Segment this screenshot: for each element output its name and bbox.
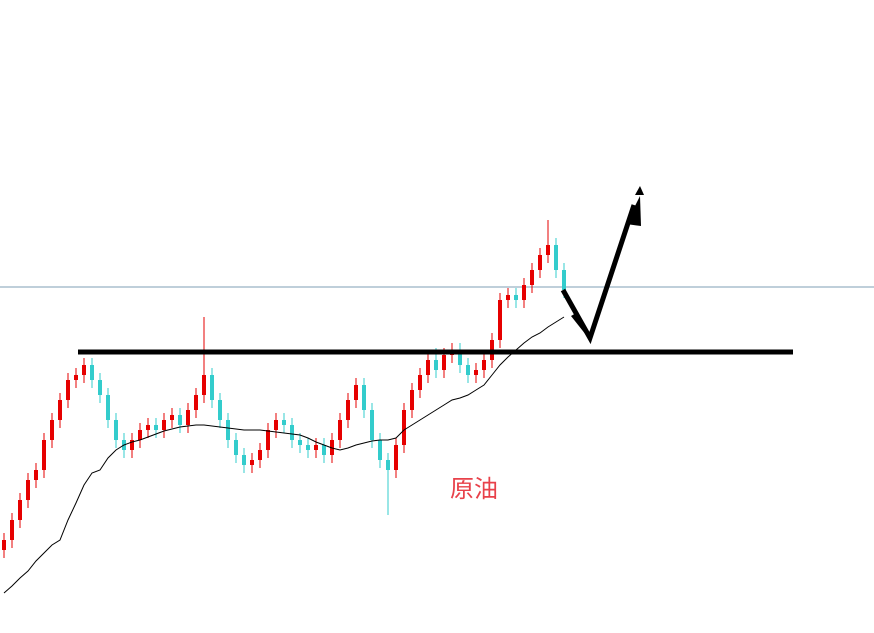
candle-body bbox=[74, 375, 78, 380]
candle-body bbox=[42, 440, 46, 470]
candle-body bbox=[98, 380, 102, 395]
candle-body bbox=[442, 355, 446, 370]
candle-body bbox=[2, 540, 6, 550]
candle-body bbox=[50, 420, 54, 440]
candle-body bbox=[34, 470, 38, 480]
candle-body bbox=[250, 460, 254, 465]
candle-body bbox=[154, 425, 158, 430]
candle-body bbox=[410, 390, 414, 410]
candle-body bbox=[130, 440, 134, 450]
candle-body bbox=[394, 445, 398, 470]
candle-body bbox=[426, 360, 430, 375]
candle-body bbox=[66, 380, 70, 400]
annotation: 原油 bbox=[450, 475, 498, 503]
candle-body bbox=[538, 255, 542, 270]
arrow-head bbox=[626, 196, 641, 226]
candle-body bbox=[458, 350, 462, 365]
candle-body bbox=[114, 420, 118, 440]
candle-body bbox=[386, 460, 390, 470]
arrow-head bbox=[571, 312, 590, 340]
candle-body bbox=[274, 420, 278, 430]
candle-body bbox=[298, 440, 302, 445]
candle-body bbox=[234, 440, 238, 455]
candle-body bbox=[338, 420, 342, 440]
moving-average bbox=[3, 316, 565, 594]
candle-body bbox=[138, 430, 142, 440]
candle-body bbox=[346, 400, 350, 420]
candle-body bbox=[258, 450, 262, 460]
candle-body bbox=[554, 245, 558, 270]
candle-body bbox=[546, 245, 550, 255]
marks bbox=[0, 220, 874, 594]
candle-body bbox=[186, 410, 190, 425]
candle-body bbox=[514, 295, 518, 300]
candle-body bbox=[378, 440, 382, 460]
candle-body bbox=[474, 370, 478, 375]
candle-body bbox=[82, 365, 86, 375]
arrow-tip bbox=[635, 186, 644, 195]
candle-body bbox=[202, 375, 206, 395]
candle-body bbox=[170, 415, 174, 420]
candle-body bbox=[530, 270, 534, 285]
candle-body bbox=[10, 520, 14, 540]
candle-body bbox=[90, 365, 94, 380]
candle-body bbox=[498, 300, 502, 340]
candle-body bbox=[522, 285, 526, 300]
candle-body bbox=[194, 395, 198, 410]
candle-body bbox=[482, 360, 486, 370]
candle-body bbox=[178, 415, 182, 425]
candle-body bbox=[226, 420, 230, 440]
candle-body bbox=[266, 430, 270, 450]
candle-body bbox=[322, 445, 326, 455]
candle-body bbox=[466, 365, 470, 375]
candle-body bbox=[162, 420, 166, 430]
candle-body bbox=[402, 410, 406, 445]
candle-body bbox=[18, 500, 22, 520]
candle-body bbox=[354, 385, 358, 400]
candle-body bbox=[58, 400, 62, 420]
candle-body bbox=[26, 480, 30, 500]
candle-body bbox=[362, 385, 366, 410]
candle-body bbox=[418, 375, 422, 390]
candle-body bbox=[434, 360, 438, 370]
candle-body bbox=[106, 395, 110, 420]
candle-body bbox=[282, 420, 286, 425]
candle-body bbox=[562, 270, 566, 290]
candle-body bbox=[314, 445, 318, 450]
candle-body bbox=[210, 375, 214, 400]
candle-body bbox=[146, 425, 150, 430]
arrow bbox=[560, 204, 637, 345]
candle-body bbox=[290, 425, 294, 440]
candle-body bbox=[242, 455, 246, 465]
candle-body bbox=[506, 295, 510, 300]
candle-body bbox=[306, 445, 310, 450]
candle-body bbox=[218, 400, 222, 420]
candle-body bbox=[370, 410, 374, 440]
